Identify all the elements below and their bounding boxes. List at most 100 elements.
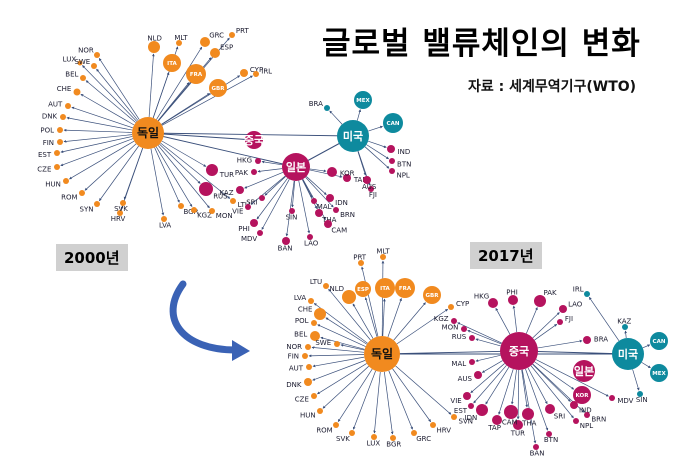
node-label-sri: SRI bbox=[554, 413, 565, 421]
edge-brn bbox=[305, 177, 334, 208]
node-cyp bbox=[448, 304, 454, 310]
node-ita bbox=[163, 54, 181, 72]
edge-kor bbox=[534, 361, 575, 390]
edge-svk bbox=[352, 370, 376, 430]
node-hun bbox=[63, 178, 69, 184]
hub-node-cn bbox=[245, 131, 263, 149]
edge-phi bbox=[512, 305, 518, 333]
edge-bra bbox=[329, 110, 343, 125]
node-label-btn: BTN bbox=[397, 161, 411, 169]
node-label-hrv: HRV bbox=[437, 426, 452, 434]
node-brn bbox=[584, 412, 590, 418]
node-cam bbox=[324, 220, 332, 228]
node-ita bbox=[375, 278, 395, 298]
node-label-btn: BTN bbox=[544, 436, 558, 444]
edge-irl bbox=[588, 296, 620, 341]
hub-node-de bbox=[364, 336, 400, 372]
node-kor bbox=[573, 386, 591, 404]
node-svk bbox=[349, 430, 355, 436]
edge-svn bbox=[395, 365, 452, 415]
node-label-rom: ROM bbox=[61, 194, 77, 202]
node-label-mlt: MLT bbox=[174, 34, 188, 42]
hub-node-jp bbox=[282, 153, 310, 181]
node-label-vie: VIE bbox=[232, 207, 243, 215]
node-btn bbox=[389, 158, 395, 164]
edge-rus bbox=[475, 338, 501, 347]
node-label-nor: NOR bbox=[286, 343, 302, 351]
edge-aus bbox=[481, 360, 503, 373]
node-label-cyp: CYP bbox=[250, 66, 263, 74]
edge-tha bbox=[521, 369, 529, 408]
node-fra bbox=[186, 64, 206, 84]
edge-bgr bbox=[154, 147, 180, 203]
edge-aus bbox=[357, 151, 367, 176]
node-label-tur: TUR bbox=[219, 171, 234, 179]
node-label-che: CHE bbox=[298, 306, 313, 314]
node-label-mal: MAL bbox=[317, 203, 332, 211]
hub-label-cn: 중국 bbox=[244, 134, 264, 147]
node-label-bra: BRA bbox=[309, 100, 323, 108]
node-kgz bbox=[451, 318, 457, 324]
node-sri bbox=[259, 195, 265, 201]
node-esp bbox=[355, 281, 371, 297]
node-label-bel: BEL bbox=[65, 71, 78, 79]
edge-ltu bbox=[328, 288, 371, 341]
node-kaz bbox=[236, 186, 244, 194]
node-label-ltu: LTU bbox=[310, 278, 322, 286]
node-label-fji: FJI bbox=[565, 315, 573, 323]
edge-mex bbox=[356, 109, 362, 121]
node-phi bbox=[250, 219, 258, 227]
edge-nld bbox=[148, 53, 155, 118]
edge-che bbox=[325, 317, 368, 345]
node-label-fin: FIN bbox=[288, 353, 299, 361]
node-label-sin: SIN bbox=[636, 396, 648, 404]
node-bgr bbox=[178, 203, 184, 209]
node-aus bbox=[363, 176, 371, 184]
edge-kaz bbox=[624, 330, 628, 339]
node-fin bbox=[302, 353, 308, 359]
node-mon bbox=[461, 326, 467, 332]
node-esp bbox=[210, 48, 220, 58]
node-label-tha: THA bbox=[521, 419, 537, 427]
edge-est bbox=[473, 365, 507, 404]
edge-sri bbox=[527, 367, 548, 405]
node-tap bbox=[343, 174, 351, 182]
edge-pol bbox=[63, 128, 133, 133]
node-btn bbox=[546, 431, 552, 437]
node-label-mon: MON bbox=[442, 323, 459, 331]
node-hkg bbox=[255, 158, 261, 164]
edge-rom bbox=[84, 143, 137, 191]
hub-node-de bbox=[132, 117, 164, 149]
node-prt bbox=[358, 260, 364, 266]
node-grc bbox=[411, 430, 417, 436]
node-label-aus: AUS bbox=[458, 375, 473, 383]
network-2017: PRT MLT LTU NLD ESP ITA FRA GBR LVA CHE POL BEL NOR S… bbox=[286, 248, 668, 457]
node-label-ita: ITA bbox=[167, 61, 177, 67]
node-label-hun: HUN bbox=[45, 181, 61, 189]
node-ltu bbox=[230, 198, 236, 204]
edge-fin bbox=[308, 354, 365, 358]
node-label-idn: IDN bbox=[465, 414, 478, 422]
node-syn bbox=[94, 201, 100, 207]
edge-pol bbox=[317, 324, 366, 347]
hub-label-de: 독일 bbox=[137, 126, 159, 140]
node-kor bbox=[327, 167, 337, 177]
node-cyp bbox=[240, 69, 248, 77]
node-mlt bbox=[176, 40, 182, 46]
node-label-can: CAN bbox=[653, 339, 666, 345]
node-label-est: EST bbox=[454, 407, 468, 415]
node-label-brn: BRN bbox=[591, 416, 606, 424]
page-title: 글로벌 밸류체인의 변화 bbox=[322, 26, 641, 62]
node-label-nor: NOR bbox=[78, 46, 94, 54]
edge-btn bbox=[525, 368, 549, 431]
node-pak bbox=[251, 169, 257, 175]
node-label-bgr: BGR bbox=[386, 440, 401, 448]
edge-bgr bbox=[383, 371, 394, 435]
node-label-ind: IND bbox=[398, 148, 411, 156]
node-phi bbox=[508, 295, 518, 305]
node-ban bbox=[282, 237, 290, 245]
hub-node-cn bbox=[500, 332, 538, 370]
edge-nor bbox=[98, 57, 140, 120]
node-idn bbox=[476, 404, 488, 416]
node-label-bra: BRA bbox=[594, 335, 608, 343]
